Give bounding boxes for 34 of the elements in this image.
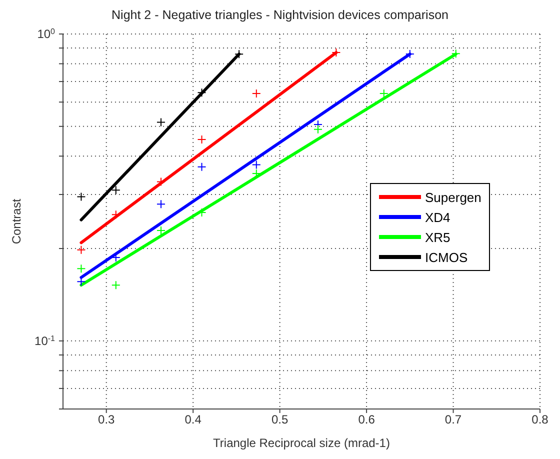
point [197,135,206,144]
point [111,186,120,195]
x-axis-title: Triangle Reciprocal size (mrad-1) [213,436,390,450]
point [76,264,86,274]
x-tick-label: 0.8 [532,412,549,427]
point [451,49,460,58]
point [313,124,322,134]
legend-label: Supergen [425,190,482,204]
point [252,160,261,170]
point [111,280,120,290]
legend-label: XR5 [425,230,450,244]
point [252,88,261,98]
point [156,118,166,127]
y-tick-label: 10$^{-1}$ [34,333,56,348]
point [156,200,166,209]
point [76,245,86,254]
legend-label: XD4 [425,210,450,224]
x-tick-label: 0.7 [444,412,462,427]
point [405,49,414,58]
point [197,88,206,98]
y-axis-title: Contrast [9,198,24,244]
x-tick-label: 0.3 [98,412,116,427]
x-tick-label: 0.6 [358,412,376,427]
x-tick-label: 0.5 [271,412,288,427]
point [332,48,341,58]
point [234,50,244,59]
point [379,88,388,98]
point [76,192,86,202]
point [197,162,206,172]
point [156,226,166,235]
x-tick-label: 0.4 [184,412,202,427]
chart-title: Night 2 - Negative triangles - Nightvision devices comparison [110,8,450,22]
legend-label: ICMOS [425,250,468,264]
y-tick-label: 10$^{0}$ [37,26,56,41]
